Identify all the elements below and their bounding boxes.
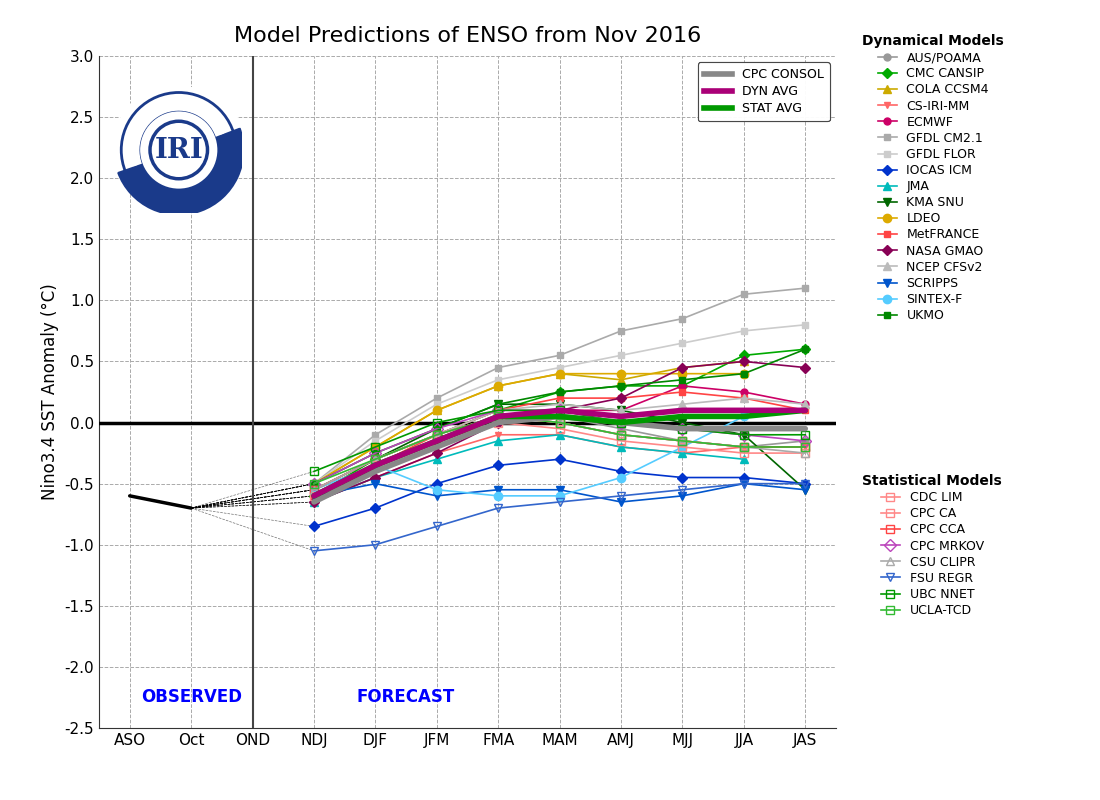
Title: Model Predictions of ENSO from Nov 2016: Model Predictions of ENSO from Nov 2016 [234,26,701,46]
Text: IRI: IRI [154,137,204,163]
Legend: AUS/POAMA, CMC CANSIP, COLA CCSM4, CS-IRI-MM, ECMWF, GFDL CM2.1, GFDL FLOR, IOCA: AUS/POAMA, CMC CANSIP, COLA CCSM4, CS-IR… [859,30,1008,326]
Y-axis label: Nino3.4 SST Anomaly (°C): Nino3.4 SST Anomaly (°C) [41,284,59,500]
Text: FORECAST: FORECAST [358,689,455,706]
Text: OBSERVED: OBSERVED [141,689,242,706]
Legend: CPC CONSOL, DYN AVG, STAT AVG: CPC CONSOL, DYN AVG, STAT AVG [697,62,829,122]
Legend: CDC LIM, CPC CA, CPC CCA, CPC MRKOV, CSU CLIPR, FSU REGR, UBC NNET, UCLA-TCD: CDC LIM, CPC CA, CPC CCA, CPC MRKOV, CSU… [859,470,1006,621]
Circle shape [119,90,239,210]
